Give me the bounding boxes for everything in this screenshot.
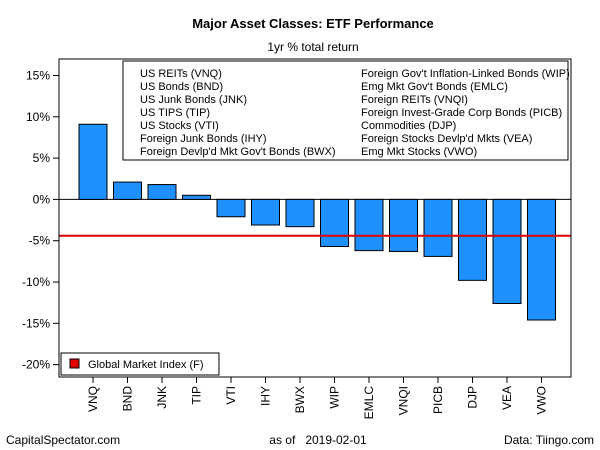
x-tick-label-vnq: VNQ: [86, 386, 100, 412]
legend-box: US REITs (VNQ)US Bonds (BND)US Junk Bond…: [122, 60, 570, 161]
x-tick-label-vti: VTI: [224, 386, 238, 405]
bar-bwx: [285, 198, 315, 228]
bar-vea: [492, 198, 522, 304]
legend-entry: US Bonds (BND): [140, 81, 223, 93]
footer-date: as of 2019-02-01: [269, 433, 367, 447]
legend-left-column: US REITs (VNQ)US Bonds (BND)US Junk Bond…: [140, 68, 336, 158]
bar-vnqi: [389, 198, 418, 252]
x-tick-label-tip: TIP: [190, 386, 204, 405]
bar-vti: [216, 198, 246, 218]
legend-entry: Emg Mkt Gov't Bonds (EMLC): [361, 81, 508, 93]
x-tick-label-emlc: EMLC: [362, 386, 376, 420]
x-tick-label-vwo: VWO: [535, 386, 549, 415]
bar-emlc: [354, 198, 384, 252]
chart-subtitle: 1yr % total return: [267, 40, 358, 54]
legend-entry: Foreign Stocks Devlp'd Mkts (VEA): [361, 133, 532, 145]
y-tick-label: -5%: [29, 234, 51, 248]
index-legend-frame: [60, 352, 220, 376]
x-tick-label-vnqi: VNQI: [397, 386, 411, 415]
bar-picb: [423, 198, 453, 257]
legend-entry: US Stocks (VTI): [140, 120, 219, 132]
legend-entry: Foreign Junk Bonds (IHY): [140, 133, 267, 145]
legend-frame: [122, 60, 569, 161]
x-tick-label-bnd: BND: [121, 386, 135, 412]
x-tick-label-jnk: JNK: [155, 386, 169, 409]
legend-right-column: Foreign Gov't Inflation-Linked Bonds (WI…: [361, 68, 570, 158]
legend-entry: Foreign Devlp'd Mkt Gov't Bonds (BWX): [140, 146, 336, 158]
bar-bnd: [113, 181, 142, 200]
legend-entry: Commodities (DJP): [361, 120, 456, 132]
legend-entry: Emg Mkt Stocks (VWO): [361, 146, 477, 158]
legend-entry: Foreign REITs (VNQI): [361, 94, 468, 106]
bar-djp: [458, 198, 487, 281]
x-tick-label-picb: PICB: [431, 386, 445, 414]
y-tick-label: -15%: [22, 316, 50, 330]
x-tick-label-djp: DJP: [466, 386, 480, 409]
y-tick-label: 0%: [33, 192, 51, 206]
plot-frame: [58, 58, 572, 378]
y-tick-label: 10%: [26, 110, 50, 124]
index-legend-swatch: [69, 358, 80, 369]
index-legend: Global Market Index (F): [60, 352, 220, 376]
footer-data-source: Data: Tiingo.com: [504, 433, 594, 447]
chart-title: Major Asset Classes: ETF Performance: [192, 16, 434, 31]
x-axis: VNQ BND JNK TIP VTI IHY BWX WIP EMLC VNQI PICB DJP V…: [86, 377, 549, 419]
footer-source-site: CapitalSpectator.com: [6, 433, 120, 447]
bar-tip: [182, 194, 211, 200]
x-tick-label-ihy: IHY: [259, 386, 273, 406]
bar-vwo: [527, 198, 556, 321]
legend-entry: Foreign Gov't Inflation-Linked Bonds (WI…: [361, 68, 570, 80]
legend-entry: Foreign Invest-Grade Corp Bonds (PICB): [361, 107, 562, 119]
index-legend-label: Global Market Index (F): [88, 359, 204, 371]
x-tick-label-vea: VEA: [500, 386, 514, 410]
y-axis: 15% 10% 5% 0% -5% -10% -15% -20%: [22, 69, 59, 372]
y-tick-label: 5%: [33, 151, 51, 165]
bar-jnk: [147, 184, 177, 200]
y-tick-label: -10%: [22, 275, 50, 289]
legend-entry: US REITs (VNQ): [140, 68, 222, 80]
y-tick-label: -20%: [22, 358, 50, 372]
bars-layer: [78, 123, 556, 321]
bar-wip: [320, 198, 349, 247]
legend-entry: US Junk Bonds (JNK): [140, 94, 247, 106]
legend-entry: US TIPS (TIP): [140, 107, 210, 119]
y-tick-label: 15%: [26, 69, 50, 83]
x-tick-label-bwx: BWX: [293, 386, 307, 413]
x-tick-label-wip: WIP: [328, 386, 342, 409]
bar-ihy: [251, 198, 280, 226]
bar-vnq: [78, 123, 108, 200]
